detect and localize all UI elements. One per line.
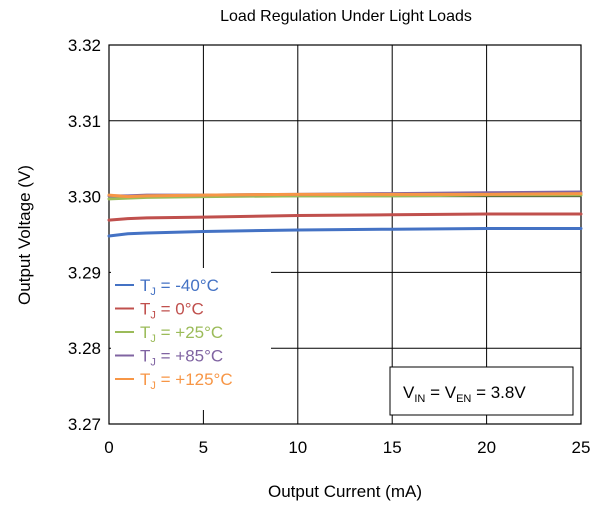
legend-entry-3: TJ = +85°C: [140, 347, 223, 369]
series-line-1: [107, 212, 583, 222]
x-tick-label: 15: [383, 438, 402, 457]
y-axis-label: Output Voltage (V): [15, 165, 34, 305]
y-tick-label: 3.32: [68, 36, 101, 55]
x-tick-label: 25: [572, 438, 591, 457]
y-tick-label: 3.27: [68, 415, 101, 434]
x-tick-label: 20: [477, 438, 496, 457]
legend-entry-0: TJ = -40°C: [140, 276, 219, 298]
annotation-text: VIN = VEN = 3.8V: [403, 383, 526, 405]
x-tick-labels: 0 5 10 15 20 25: [104, 438, 590, 457]
x-tick-label: 10: [288, 438, 307, 457]
series-line-0: [107, 226, 583, 238]
annotation-box-frame: [389, 366, 574, 416]
x-tick-label: 5: [199, 438, 208, 457]
legend: TJ = -40°CTJ = 0°CTJ = +25°CTJ = +85°CTJ…: [111, 268, 271, 410]
y-tick-label: 3.28: [68, 339, 101, 358]
legend-entry-2: TJ = +25°C: [140, 323, 223, 345]
y-tick-label: 3.30: [68, 188, 101, 207]
legend-background: [111, 268, 271, 410]
plot-area-border: [108, 44, 582, 425]
x-tick-label: 0: [104, 438, 113, 457]
chart-title: Load Regulation Under Light Loads: [220, 8, 472, 25]
y-tick-label: 3.31: [68, 112, 101, 131]
x-axis-label: Output Current (mA): [268, 482, 422, 501]
y-tick-label: 3.29: [68, 263, 101, 282]
legend-entry-1: TJ = 0°C: [140, 300, 204, 322]
legend-entry-4: TJ = +125°C: [140, 370, 233, 392]
series-lines: [107, 190, 583, 238]
series-line-4: [107, 192, 583, 199]
annotation-box: VIN = VEN = 3.8V: [389, 366, 574, 416]
y-tick-labels: 3.27 3.28 3.29 3.30 3.31 3.32: [68, 36, 101, 434]
